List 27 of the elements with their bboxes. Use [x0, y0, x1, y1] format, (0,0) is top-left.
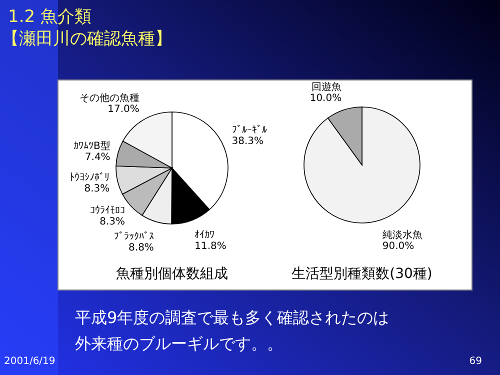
data-label: 8.8% [128, 242, 154, 254]
data-label: 90.0% [382, 240, 414, 252]
slice-label: ｶﾜﾑﾂB型 [73, 140, 110, 152]
slice-label: ﾄｳﾖｼﾉﾎﾞﾘ [70, 171, 110, 184]
text: 外来種のブルーギルです。。 [75, 334, 283, 353]
text: 平成9年度の調査で最も多く確認されたのは [75, 308, 390, 327]
slice-label: ﾌﾞﾗｯｸﾊﾞｽ [114, 230, 154, 242]
text: 69 [469, 356, 482, 367]
data-label: 17.0% [108, 104, 140, 115]
data-label: 7.4% [84, 152, 110, 163]
text: 2001/6/19 [4, 356, 56, 367]
text: 1.2 魚介類 [8, 7, 92, 27]
slice-label: ｵｲｶﾜ [194, 228, 215, 241]
slice-label: 純淡水魚 [382, 228, 422, 241]
slice-label: ｺｳﾗｲﾓﾛｺ [90, 204, 126, 216]
data-label: 8.3% [84, 183, 110, 194]
pie-slice [304, 106, 420, 224]
slice-label: その他の魚種 [79, 92, 140, 104]
text: 生活型別種類数(30種) [292, 266, 432, 282]
data-label: 8.3% [100, 216, 126, 228]
slice-label: ﾌﾞﾙｰｷﾞﾙ [232, 124, 267, 136]
data-label: 38.3% [232, 136, 264, 148]
text: 魚種別個体数組成 [116, 266, 228, 282]
text: 【瀬田川の確認魚種】 [2, 29, 172, 49]
data-label: 11.8% [194, 240, 226, 252]
data-label: 10.0% [310, 93, 342, 104]
slice-label: 回遊魚 [312, 81, 342, 94]
